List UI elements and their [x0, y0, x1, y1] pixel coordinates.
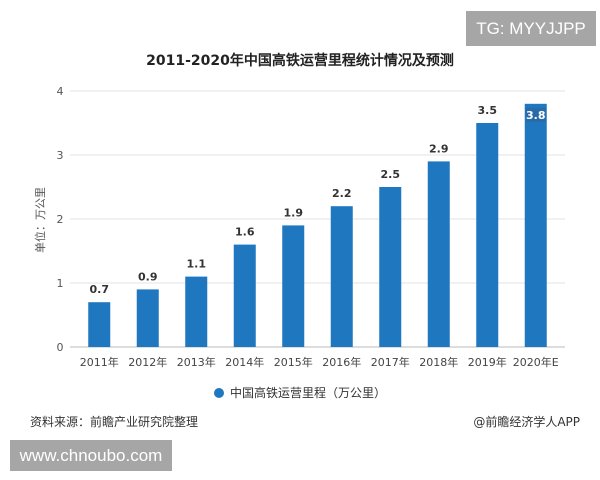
watermark-tg: TG: MYYJJPP	[466, 11, 596, 46]
bar	[88, 302, 111, 347]
y-tick-label: 2	[57, 213, 64, 226]
watermark-url: www.chnoubo.com	[10, 440, 172, 471]
x-tick-label: 2016年	[322, 355, 361, 369]
y-tick-label: 4	[57, 85, 64, 98]
x-tick-label: 2018年	[419, 355, 458, 369]
legend-label: 中国高铁运营里程（万公里）	[229, 386, 386, 400]
y-tick-label: 0	[57, 341, 64, 354]
legend-marker	[213, 388, 224, 398]
data-label: 0.7	[90, 283, 110, 296]
bar	[136, 289, 159, 347]
data-label: 2.5	[381, 168, 401, 181]
data-label: 2.9	[429, 142, 449, 155]
data-label: 3.5	[478, 104, 498, 117]
x-tick-label: 2014年	[225, 355, 264, 369]
legend: 中国高铁运营里程（万公里）	[0, 384, 600, 401]
credit-note: @前瞻经济学人APP	[473, 415, 580, 429]
data-label: 1.9	[284, 206, 304, 219]
data-label: 1.6	[235, 226, 255, 239]
bar	[282, 225, 305, 347]
source-note: 资料来源：前瞻产业研究院整理	[30, 415, 199, 429]
data-label: 1.1	[187, 258, 207, 271]
data-label: 2.2	[332, 187, 352, 200]
data-label-background	[525, 107, 546, 122]
bar	[185, 276, 208, 347]
x-tick-label: 2020年E	[513, 355, 559, 369]
y-tick-label: 3	[57, 149, 64, 162]
bar	[524, 103, 547, 347]
bar	[233, 244, 256, 347]
x-tick-label: 2013年	[177, 355, 216, 369]
x-tick-label: 2012年	[128, 355, 167, 369]
x-tick-label: 2019年	[468, 355, 507, 369]
bar	[427, 161, 450, 347]
x-tick-label: 2015年	[274, 355, 313, 369]
x-tick-label: 2017年	[371, 355, 410, 369]
bar-chart: 0 1 2 3 4 0.7 2011年 0.9 2012年 1.1 2013年 1.6 2014年 1.9…	[57, 85, 565, 369]
bar	[330, 206, 353, 347]
x-tick-label: 2011年	[80, 355, 119, 369]
bar	[379, 187, 402, 347]
data-label: 3.8	[526, 109, 546, 122]
chart-title: 2011-2020年中国高铁运营里程统计情况及预测	[146, 53, 454, 69]
data-label: 0.9	[138, 270, 158, 283]
y-tick-label: 1	[57, 277, 64, 290]
bar	[476, 123, 499, 347]
